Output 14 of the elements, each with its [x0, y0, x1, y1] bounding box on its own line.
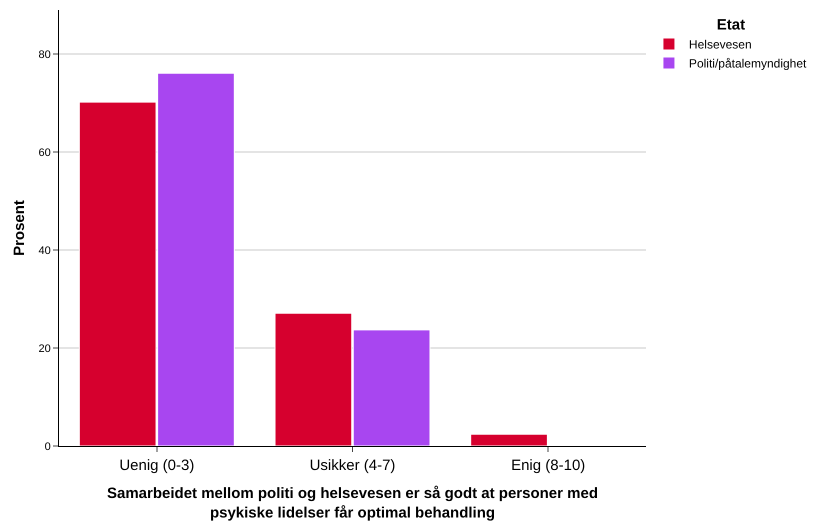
y-tick-label: 40: [38, 244, 51, 257]
legend-title: Etat: [716, 16, 746, 34]
legend-label: Politi/påtalemyndighet: [688, 56, 808, 71]
x-tick-label: Usikker (4-7): [310, 457, 396, 474]
x-tick-label: Enig (8-10): [511, 457, 586, 474]
y-axis-title: Prosent: [10, 200, 28, 256]
y-tick-label: 20: [38, 342, 51, 355]
y-tick-label: 80: [38, 48, 51, 61]
x-axis-title: Samarbeidet mellom politi og helsevesen er så godt at personer med psykiske lidelser får optimal behandling: [107, 485, 598, 522]
y-tick-label: 0: [44, 440, 51, 453]
bar: [470, 434, 548, 446]
y-tick-label: 60: [38, 146, 51, 159]
legend-label: Helsevesen: [688, 38, 752, 52]
x-tick-label: Uenig (0-3): [119, 457, 194, 474]
